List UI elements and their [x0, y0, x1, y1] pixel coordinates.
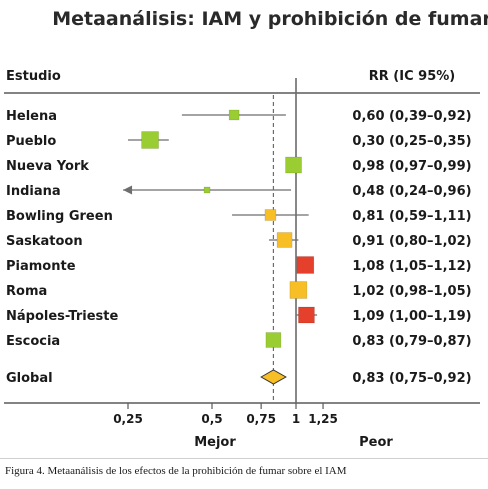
x-axis-ticks: 0,25 0,5 0,75 1 1,25	[113, 403, 338, 426]
point-estimate-square	[298, 306, 315, 324]
rr-ci-value: 0,60 (0,39–0,92)	[352, 109, 471, 124]
rr-ci-value: 0,83 (0,79–0,87)	[352, 334, 471, 349]
study-row: Piamonte 1,08 (1,05–1,12)	[6, 256, 472, 274]
study-rows: Helena 0,60 (0,39–0,92) Pueblo 0,30 (0,25–0…	[6, 109, 472, 349]
rr-ci-value: 0,48 (0,24–0,96)	[352, 184, 471, 199]
study-row: Saskatoon 0,91 (0,80–1,02)	[6, 232, 472, 249]
rr-ci-value: 1,02 (0,98–1,05)	[352, 284, 471, 299]
rr-ci-value: 1,09 (1,00–1,19)	[352, 309, 471, 324]
study-name: Escocia	[6, 334, 60, 349]
figure-caption: Figura 4. Metaanálisis de los efectos de…	[5, 465, 347, 477]
overall-row: Global 0,83 (0,75–0,92)	[6, 369, 472, 386]
study-name: Roma	[6, 284, 47, 299]
study-column-header: Estudio	[6, 69, 61, 84]
ci-arrow	[123, 185, 133, 195]
overall-rr-value: 0,83 (0,75–0,92)	[352, 371, 471, 386]
x-tick-label: 0,75	[246, 412, 276, 426]
point-estimate-square	[264, 209, 277, 221]
point-estimate-square	[296, 256, 315, 274]
point-estimate-square	[285, 156, 302, 174]
chart-title: Metaanálisis: IAM y prohibición de fumar	[52, 8, 488, 30]
study-name: Indiana	[6, 184, 61, 199]
point-estimate-square	[228, 109, 240, 121]
x-tick-label: 1	[292, 412, 300, 426]
rr-ci-value: 0,81 (0,59–1,11)	[352, 209, 471, 224]
study-name: Bowling Green	[6, 209, 113, 224]
rr-ci-value: 0,30 (0,25–0,35)	[352, 134, 471, 149]
x-tick-label: 0,5	[201, 412, 222, 426]
rr-ci-value: 0,98 (0,97–0,99)	[352, 159, 471, 174]
point-estimate-square	[276, 232, 293, 248]
worse-direction-label: Peor	[359, 435, 393, 450]
overall-diamond	[260, 369, 287, 385]
x-tick-label: 0,25	[113, 412, 143, 426]
point-estimate-square	[141, 131, 159, 149]
better-direction-label: Mejor	[194, 435, 236, 450]
study-row: Nápoles-Trieste 1,09 (1,00–1,19)	[6, 306, 472, 324]
overall-name: Global	[6, 371, 53, 386]
caption-divider	[0, 458, 488, 459]
point-estimate-square	[289, 281, 308, 299]
study-row: Escocia 0,83 (0,79–0,87)	[6, 332, 472, 349]
rr-column-header: RR (IC 95%)	[369, 69, 455, 84]
study-name: Pueblo	[6, 134, 56, 149]
point-estimate-square	[265, 332, 282, 348]
study-row: Pueblo 0,30 (0,25–0,35)	[6, 131, 472, 149]
study-name: Helena	[6, 109, 57, 124]
rr-ci-value: 0,91 (0,80–1,02)	[352, 234, 471, 249]
study-name: Piamonte	[6, 259, 76, 274]
study-name: Nápoles-Trieste	[6, 309, 118, 324]
rr-ci-value: 1,08 (1,05–1,12)	[352, 259, 471, 274]
study-row: Helena 0,60 (0,39–0,92)	[6, 109, 472, 124]
study-name: Nueva York	[6, 159, 89, 174]
study-row: Nueva York 0,98 (0,97–0,99)	[6, 156, 472, 174]
study-row: Bowling Green 0,81 (0,59–1,11)	[6, 209, 472, 224]
study-row: Indiana 0,48 (0,24–0,96)	[6, 184, 472, 199]
study-row: Roma 1,02 (0,98–1,05)	[6, 281, 472, 299]
study-name: Saskatoon	[6, 234, 83, 249]
point-estimate-square	[203, 186, 211, 194]
x-tick-label: 1,25	[308, 412, 338, 426]
